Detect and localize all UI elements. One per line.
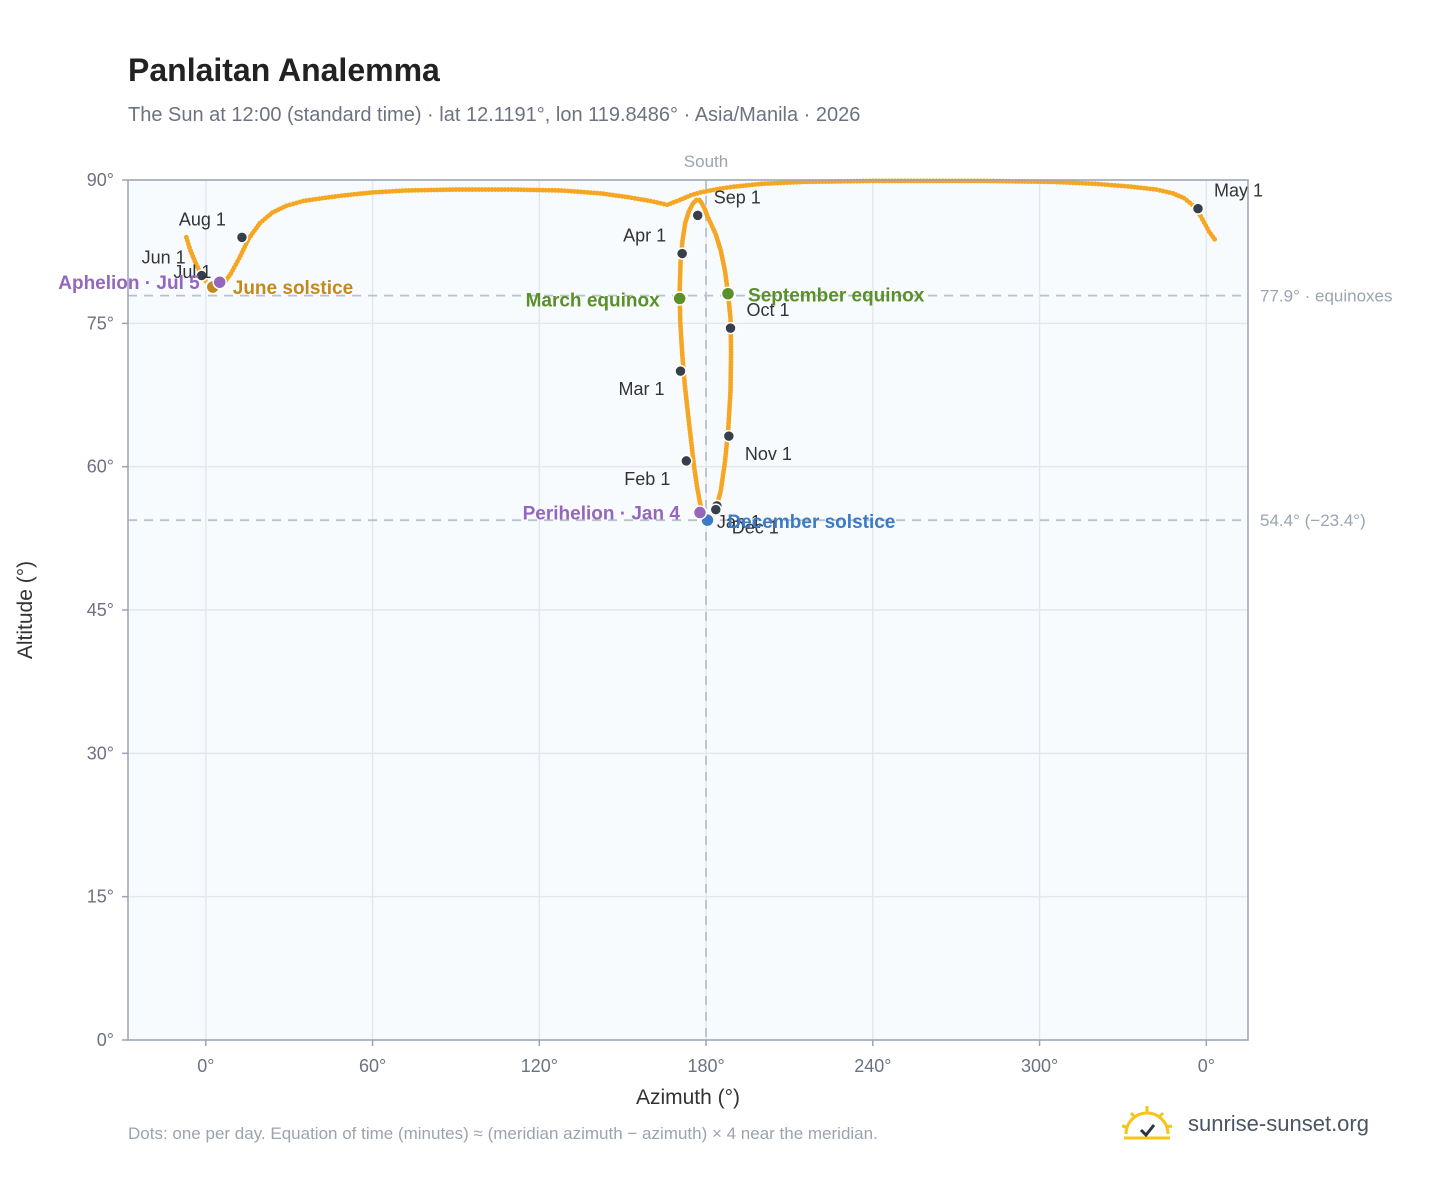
month-marker: [1191, 202, 1205, 215]
month-marker: [195, 269, 208, 282]
month-marker: [722, 429, 736, 443]
brand[interactable]: sunrise-sunset.org: [1120, 1100, 1369, 1148]
key-point-marker: [720, 286, 736, 301]
key-point-label: March equinox: [526, 290, 661, 311]
y-tick-label: 60°: [87, 457, 114, 477]
month-label: Jun 1: [142, 248, 186, 268]
reference-line-label: 54.4° (−23.4°): [1260, 511, 1366, 530]
key-point-marker: [212, 274, 227, 290]
chart-title: Panlaitan Analemma: [128, 52, 440, 88]
key-point-label: Perihelion · Jan 4: [523, 504, 681, 525]
grid-lines: [128, 179, 1248, 1041]
y-tick-label: 15°: [87, 887, 114, 907]
month-label: Oct 1: [747, 300, 790, 320]
month-label: Apr 1: [623, 226, 666, 246]
month-label: Jan 1: [717, 512, 761, 532]
sun-logo-icon: [1121, 1106, 1173, 1140]
month-marker: [235, 231, 249, 244]
month-marker: [674, 364, 687, 378]
footnote: Dots: one per day. Equation of time (min…: [128, 1124, 878, 1143]
month-label: Sep 1: [714, 187, 761, 207]
y-tick-label: 0°: [97, 1030, 114, 1050]
y-tick-label: 90°: [87, 170, 114, 190]
month-label: Nov 1: [745, 444, 792, 464]
x-tick-label: 300°: [1021, 1056, 1058, 1076]
month-marker: [709, 503, 723, 516]
x-tick-label: 0°: [197, 1056, 214, 1076]
month-label: Dec 1: [732, 518, 779, 538]
reference-lines: 77.9° · equinoxes 54.4° (−23.4°): [128, 180, 1393, 1040]
month-marker: [675, 247, 689, 260]
month-label: Mar 1: [618, 379, 664, 399]
month-marker: [680, 454, 693, 468]
brand-name: sunrise-sunset.org: [1188, 1111, 1369, 1136]
month-label: Feb 1: [624, 469, 670, 489]
month-label: Aug 1: [179, 209, 226, 229]
y-tick-label: 45°: [87, 600, 114, 620]
x-tick-label: 60°: [359, 1056, 386, 1076]
daily-dot: [1212, 236, 1218, 242]
y-axis-label: Altitude (°): [14, 561, 37, 659]
key-point-marker: [692, 505, 708, 520]
reference-line-label: 77.9° · equinoxes: [1260, 287, 1393, 306]
key-point-label: June solstice: [233, 278, 353, 299]
south-label: South: [684, 152, 728, 171]
x-tick-label: 240°: [854, 1056, 891, 1076]
key-point-label: Aphelion · Jul 5: [58, 273, 200, 294]
chart-subtitle: The Sun at 12:00 (standard time) · lat 1…: [128, 104, 861, 126]
x-tick-label: 0°: [1198, 1056, 1215, 1076]
month-label: May 1: [1214, 181, 1263, 201]
y-tick-label: 75°: [87, 313, 114, 333]
key-point-marker: [672, 291, 687, 306]
x-axis-label: Azimuth (°): [636, 1086, 740, 1109]
axis-ticks: 0° 60° 120° 180° 240° 300° 0° 0° 15° 30° 45° 60° 75°…: [87, 170, 1215, 1076]
month-label: Jul 1: [173, 262, 211, 282]
x-tick-label: 120°: [521, 1056, 558, 1076]
x-tick-label: 180°: [687, 1056, 724, 1076]
key-point-label: December solstice: [727, 512, 895, 533]
month-marker: [724, 321, 737, 335]
y-tick-label: 30°: [87, 743, 114, 763]
key-point-label: September equinox: [748, 286, 925, 307]
month-marker: [691, 209, 704, 222]
